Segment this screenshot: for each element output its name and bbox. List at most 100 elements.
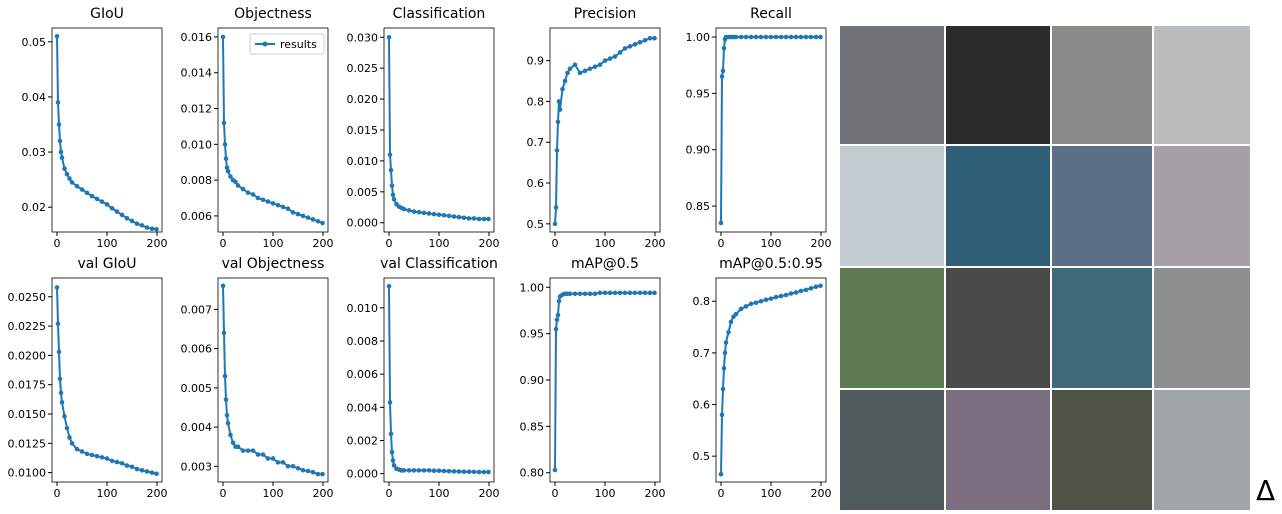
point (135, 221, 140, 226)
x-tick-label: 200 (313, 487, 334, 500)
chart-title: val Objectness (222, 256, 325, 272)
point (724, 340, 729, 345)
point (223, 142, 228, 147)
point (553, 222, 558, 227)
point (555, 317, 560, 322)
point (628, 291, 633, 296)
point (628, 44, 633, 49)
point (67, 176, 72, 181)
point (266, 456, 271, 461)
y-tick-label: 0.85 (520, 420, 545, 433)
point (814, 284, 819, 289)
y-tick-label: 0.0175 (8, 379, 47, 392)
point (608, 56, 613, 61)
point (130, 464, 135, 469)
point (648, 36, 653, 41)
x-tick-label: 100 (761, 487, 782, 500)
point (59, 150, 64, 155)
y-tick-label: 0.02 (22, 201, 47, 214)
x-tick-label: 100 (263, 237, 284, 250)
point (633, 291, 638, 296)
chart-title: Recall (750, 6, 792, 22)
point (721, 387, 726, 392)
point (652, 291, 657, 296)
point (794, 290, 799, 295)
point (154, 227, 159, 232)
point (554, 205, 559, 210)
point (120, 461, 125, 466)
point (779, 35, 784, 40)
point (70, 180, 75, 185)
point (643, 291, 648, 296)
legend-marker (263, 42, 268, 47)
point (110, 206, 115, 211)
series-line (555, 38, 655, 224)
point (720, 413, 725, 418)
point (482, 470, 487, 475)
point (764, 35, 769, 40)
point (85, 191, 90, 196)
point (266, 199, 271, 204)
plot-frame (384, 278, 494, 482)
point (90, 453, 95, 458)
mosaic-tile (1154, 146, 1250, 266)
series-line (389, 37, 489, 219)
point (573, 291, 578, 296)
point (638, 40, 643, 45)
point (60, 400, 65, 405)
plot-frame (716, 278, 826, 482)
y-tick-label: 0.007 (181, 303, 213, 316)
point (719, 472, 724, 477)
point (56, 100, 61, 105)
point (286, 206, 291, 211)
x-tick-label: 0 (220, 237, 227, 250)
mosaic-tile (1052, 390, 1152, 510)
point (271, 456, 276, 461)
point (251, 448, 256, 453)
point (412, 468, 417, 473)
point (726, 330, 731, 335)
point (557, 299, 562, 304)
y-tick-label: 0.85 (686, 200, 711, 213)
point (390, 183, 395, 188)
point (296, 212, 301, 217)
point (809, 35, 814, 40)
point (412, 209, 417, 214)
y-tick-label: 0.7 (527, 136, 545, 149)
point (105, 202, 110, 207)
point (246, 190, 251, 195)
x-tick-label: 0 (386, 237, 393, 250)
point (90, 194, 95, 199)
chart-title: GIoU (90, 6, 124, 22)
point (221, 35, 226, 40)
mosaic-tile (1154, 26, 1250, 144)
point (623, 291, 628, 296)
point (721, 69, 726, 74)
point (593, 64, 598, 69)
point (301, 214, 306, 219)
point (462, 215, 467, 220)
point (80, 449, 85, 454)
mosaic-tile (840, 26, 944, 144)
point (486, 470, 491, 475)
point (316, 472, 321, 477)
point (749, 35, 754, 40)
point (222, 121, 227, 126)
point (246, 448, 251, 453)
point (115, 209, 120, 214)
chart-title: Objectness (234, 6, 312, 22)
point (588, 67, 593, 72)
point (276, 203, 281, 208)
point (57, 350, 62, 355)
point (241, 448, 246, 453)
point (452, 469, 457, 474)
point (578, 291, 583, 296)
point (228, 433, 233, 438)
point (568, 291, 573, 296)
point (583, 291, 588, 296)
point (722, 366, 727, 371)
point (70, 441, 75, 446)
y-tick-label: 0.010 (181, 138, 213, 151)
y-tick-label: 0.6 (527, 177, 545, 190)
y-tick-label: 1.00 (520, 281, 545, 294)
